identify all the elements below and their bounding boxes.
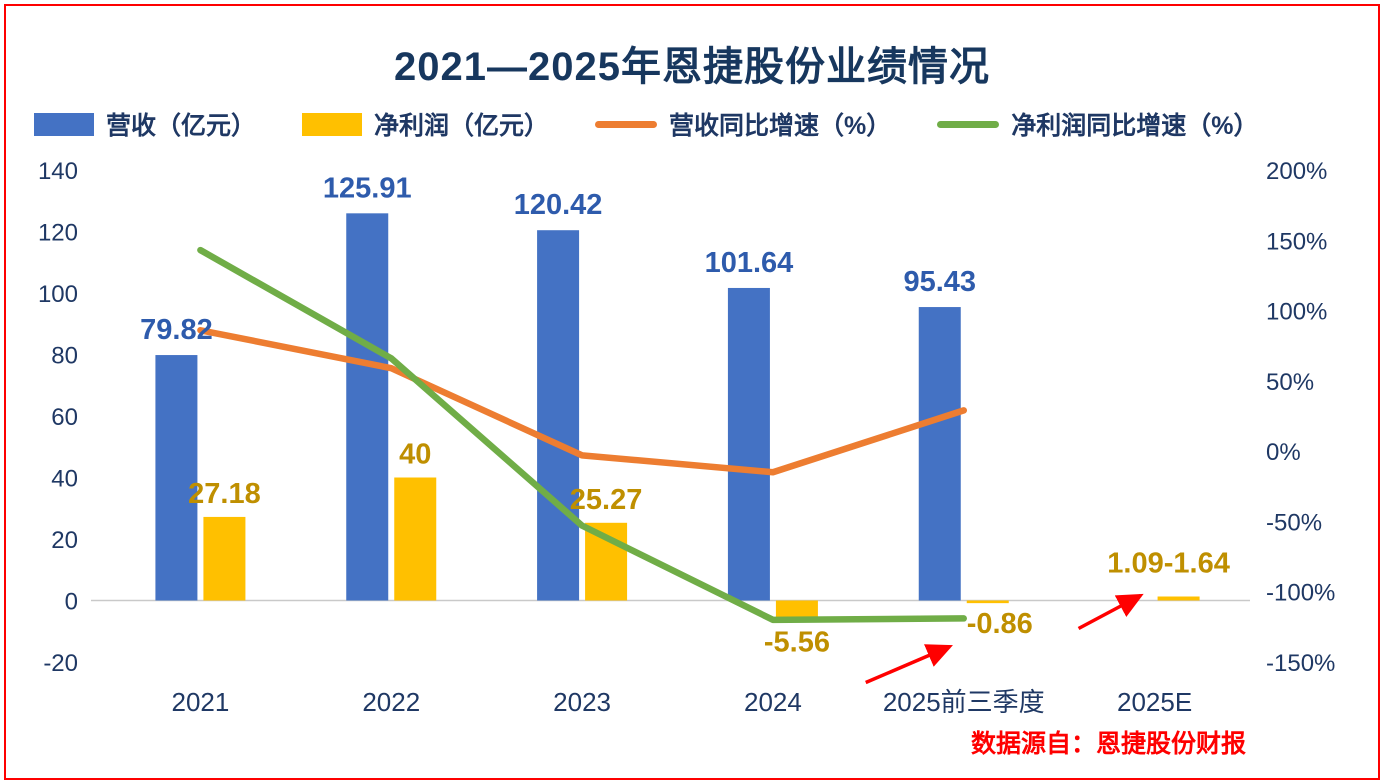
x-axis-label: 2024: [744, 687, 802, 717]
left-axis-tick: 120: [38, 220, 78, 247]
legend-item: 营收（亿元）: [34, 106, 256, 142]
left-axis-tick: 60: [51, 404, 78, 431]
legend-swatch-bar-icon: [302, 112, 363, 136]
legend-item: 净利润同比增速（%）: [937, 106, 1259, 142]
profit-bar: [775, 600, 818, 618]
legend-label: 营收同比增速（%）: [669, 112, 892, 140]
right-axis-tick: 100%: [1266, 299, 1327, 326]
x-axis-label: 2025E: [1117, 687, 1192, 717]
left-axis-tick: 20: [51, 527, 78, 554]
legend: 营收（亿元） 净利润（亿元） 营收同比增速（%） 净利润同比增速（%）: [34, 106, 1354, 142]
right-axis-tick: -150%: [1266, 650, 1335, 677]
x-axis-label: 2025前三季度: [883, 687, 1045, 717]
annotation-arrow-icon: [1077, 593, 1144, 631]
right-axis-tick: 0%: [1266, 439, 1301, 466]
chart-title: 2021—2025年恩捷股份业绩情况: [394, 45, 990, 89]
legend-item: 营收同比增速（%）: [595, 106, 891, 142]
right-axis-tick: 50%: [1266, 369, 1314, 396]
legend-label: 净利润（亿元）: [374, 112, 550, 140]
profit-data-label: -5.56: [764, 627, 830, 659]
profit-bar: [203, 516, 246, 601]
x-axis-label: 2023: [553, 687, 611, 717]
right-axis-tick: -100%: [1266, 580, 1335, 607]
legend-item: 净利润（亿元）: [302, 106, 549, 142]
profit-data-label: -0.86: [967, 608, 1033, 640]
annotation-arrow-icon: [865, 644, 953, 685]
x-axis-label: 2022: [362, 687, 420, 717]
source-note: 数据源自：恩捷股份财报: [970, 730, 1246, 758]
legend-swatch-line-icon: [937, 120, 1000, 128]
legend-label: 营收（亿元）: [106, 112, 257, 140]
left-axis-tick: 100: [38, 281, 78, 308]
right-axis-tick: 150%: [1266, 228, 1327, 255]
right-axis-tick: -50%: [1266, 509, 1322, 536]
profit-bar: [1157, 596, 1200, 601]
profit-bar: [394, 477, 437, 601]
revenue-data-label: 101.64: [705, 247, 794, 279]
left-axis-tick: 80: [51, 343, 78, 370]
profit-data-label: 1.09-1.64: [1107, 548, 1230, 580]
profit-data-label: 27.18: [188, 478, 261, 510]
profit-data-label: 40: [399, 439, 431, 471]
revenue-data-label: 125.91: [323, 172, 412, 204]
left-axis-tick: 140: [38, 158, 78, 185]
legend-label: 净利润同比增速（%）: [1011, 112, 1259, 140]
revenue-bar: [727, 287, 770, 601]
revenue-data-label: 79.82: [140, 314, 213, 346]
revenue-data-label: 120.42: [514, 189, 603, 221]
legend-swatch-bar-icon: [34, 112, 94, 136]
revenue-bar: [537, 230, 580, 601]
revenue-data-label: 95.43: [903, 266, 976, 298]
right-axis-tick: 200%: [1266, 158, 1327, 185]
revenue-growth-line: [197, 327, 967, 476]
profit-growth-line: [197, 246, 967, 624]
left-axis-tick: 40: [51, 466, 78, 493]
profit-data-label: 25.27: [570, 484, 643, 516]
left-axis-tick: -20: [43, 650, 78, 677]
revenue-bar: [918, 307, 961, 601]
left-axis-tick: 0: [65, 589, 78, 616]
x-axis-label: 2021: [171, 687, 229, 717]
revenue-bar: [346, 213, 389, 601]
profit-bar: [966, 600, 1009, 604]
revenue-bar: [155, 355, 198, 601]
legend-swatch-line-icon: [595, 120, 658, 128]
